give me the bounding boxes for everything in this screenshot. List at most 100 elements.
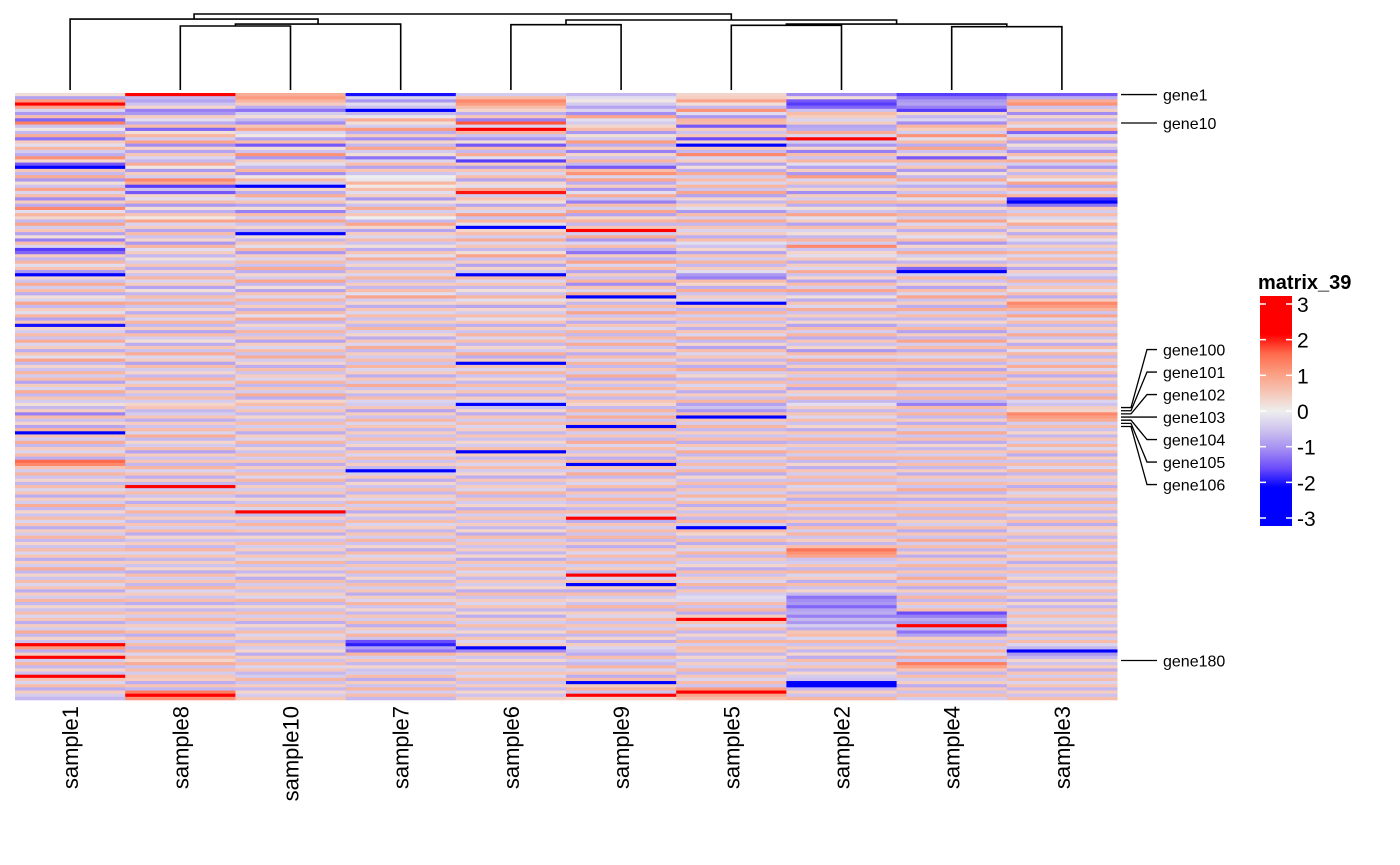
heatmap-cell — [15, 605, 126, 609]
heatmap-cell — [235, 345, 347, 350]
heatmap-cell — [15, 149, 126, 154]
heatmap-cell — [235, 241, 347, 246]
heatmap-cell — [896, 510, 1008, 514]
heatmap-cell — [235, 257, 347, 261]
heatmap-cell — [896, 156, 1008, 160]
heatmap-cell — [676, 630, 787, 634]
heatmap-cell — [676, 469, 787, 473]
heatmap-cell — [125, 428, 236, 432]
heatmap-cell — [1006, 545, 1118, 549]
heatmap-cell — [345, 168, 457, 173]
heatmap-cell — [455, 570, 567, 574]
heatmap-cell — [566, 162, 677, 167]
heatmap-cell — [15, 412, 126, 416]
heatmap-cell — [566, 665, 677, 669]
heatmap-cell — [896, 696, 1008, 701]
heatmap-cell — [125, 630, 236, 634]
heatmap-cell — [676, 488, 787, 492]
heatmap-cell — [15, 336, 126, 340]
heatmap-cell — [786, 276, 898, 280]
heatmap-cell — [235, 320, 347, 325]
heatmap-cell — [676, 475, 787, 479]
heatmap-cell — [455, 194, 567, 198]
heatmap-cell — [125, 93, 236, 97]
heatmap-cell — [896, 228, 1008, 233]
heatmap-cell — [345, 352, 457, 356]
heatmap-cell — [125, 304, 236, 309]
heatmap-cell — [896, 548, 1008, 552]
heatmap-cell — [786, 257, 898, 261]
heatmap-cell — [235, 197, 347, 201]
heatmap-cell — [786, 690, 898, 694]
heatmap-cell — [125, 191, 236, 195]
heatmap-cell — [125, 203, 236, 208]
heatmap-cell — [455, 301, 567, 306]
heatmap-cell — [676, 127, 787, 132]
heatmap-cell — [15, 349, 126, 353]
heatmap-cell — [455, 450, 567, 454]
heatmap-cell — [125, 481, 236, 486]
heatmap-cell — [1006, 279, 1118, 283]
heatmap-cell — [455, 620, 567, 625]
heatmap-cell — [566, 598, 677, 603]
heatmap-cell — [786, 222, 898, 227]
heatmap-cell — [896, 361, 1008, 366]
heatmap-cell — [786, 124, 898, 129]
heatmap-cell — [455, 326, 567, 331]
heatmap-cell — [455, 478, 567, 483]
heatmap-cell — [345, 440, 457, 445]
heatmap-cell — [1006, 355, 1118, 359]
heatmap-cell — [235, 402, 347, 407]
heatmap-cell — [235, 545, 347, 549]
heatmap-cell — [125, 447, 236, 451]
heatmap-cell — [15, 127, 126, 132]
heatmap-cell — [235, 681, 347, 685]
heatmap-cell — [676, 466, 787, 470]
row-label-connector — [1121, 425, 1157, 486]
heatmap-cell — [566, 639, 677, 644]
heatmap-cell — [896, 127, 1008, 132]
heatmap-cell — [15, 333, 126, 337]
heatmap-cell — [786, 421, 898, 426]
heatmap-cell — [125, 352, 236, 356]
heatmap-cell — [676, 529, 787, 533]
heatmap-cell — [455, 639, 567, 644]
dendrogram-branch — [730, 24, 843, 90]
heatmap-cell — [1006, 270, 1118, 274]
heatmap-cell — [455, 352, 567, 356]
heatmap-cell — [1006, 522, 1118, 527]
heatmap-cell — [345, 270, 457, 274]
heatmap-cell — [455, 285, 567, 290]
heatmap-cell — [1006, 146, 1118, 151]
heatmap-cell — [455, 649, 567, 653]
heatmap-cell — [235, 481, 347, 486]
heatmap-cell — [235, 311, 347, 315]
heatmap-cell — [896, 434, 1008, 438]
heatmap-cell — [566, 668, 677, 672]
heatmap-cell — [455, 383, 567, 388]
heatmap-cell — [676, 194, 787, 198]
heatmap-cell — [896, 377, 1008, 381]
heatmap-cell — [676, 225, 787, 230]
heatmap-cell — [125, 681, 236, 685]
heatmap-cell — [15, 554, 126, 559]
heatmap-cell — [15, 402, 126, 407]
heatmap-cell — [125, 349, 236, 353]
heatmap-cell — [345, 368, 457, 372]
heatmap-cell — [125, 228, 236, 233]
heatmap-cell — [786, 488, 898, 492]
heatmap-cell — [1006, 266, 1118, 271]
heatmap-cell — [235, 333, 347, 337]
heatmap-cell — [235, 380, 347, 385]
heatmap-cell — [345, 668, 457, 672]
heatmap-cell — [1006, 595, 1118, 600]
heatmap-cell — [676, 311, 787, 315]
heatmap-cell — [125, 260, 236, 265]
heatmap-cell — [786, 450, 898, 454]
heatmap-cell — [896, 570, 1008, 574]
heatmap-cell — [15, 421, 126, 426]
heatmap-cell — [1006, 557, 1118, 562]
heatmap-cell — [1006, 254, 1118, 258]
heatmap-cell — [896, 402, 1008, 407]
heatmap-cell — [566, 643, 677, 647]
